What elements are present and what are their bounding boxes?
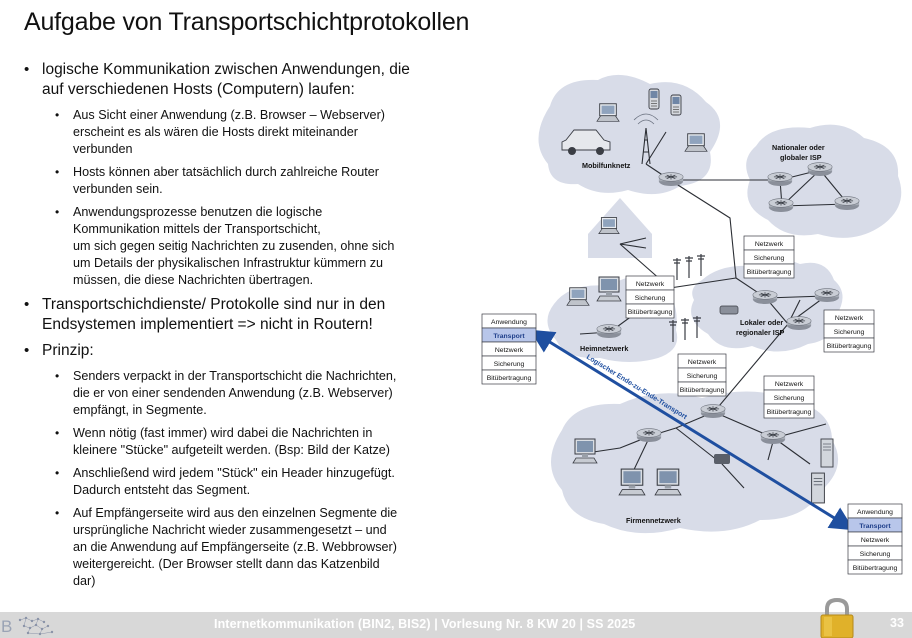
page-number: 33 — [890, 616, 904, 630]
footer-bar: B Internetkommunikation (BIN2, BIS2) | V… — [0, 612, 912, 638]
sub-bullet-text-line: kleinere "Stücke" aufgeteilt werden. (Bs… — [73, 443, 390, 457]
bullet-item: logische Kommunikation zwischen Anwendun… — [24, 60, 434, 100]
stack-layer-box — [677, 381, 727, 397]
stack-sender: Anwendung Transport Netzwerk Sicherung Bitüb… — [481, 313, 537, 385]
sub-bullet-text-line: Hosts können aber tatsächlich durch zahl… — [73, 165, 379, 179]
mobile-network-label: Mobilfunknetz — [582, 161, 631, 170]
stack-layer-box — [743, 263, 795, 279]
sub-bullet-text-line: Senders verpackt in der Transportschicht… — [73, 369, 397, 383]
stack-layer-box — [625, 303, 675, 319]
sub-bullet-text-line: verbunden sein. — [73, 182, 163, 196]
local-isp-label-2: regionaler ISP — [736, 328, 785, 337]
stack-layer-label: Sicherung — [860, 551, 891, 558]
stack-layer-label: Netzwerk — [688, 359, 717, 366]
sub-bullet-text-line: ursprüngliche Nachricht wieder zusammeng… — [73, 523, 387, 537]
stack-layer-label: Bitübertragung — [827, 343, 872, 350]
sub-bullet-text-line: die er von einer sendenden Anwendung (z.… — [73, 386, 393, 400]
sub-bullet-text-line: empfängt, in Segmente. — [73, 403, 207, 417]
stack-layer-label: Sicherung — [494, 361, 525, 368]
sub-bullet-text-line: Dadurch entsteht das Segment. — [73, 483, 251, 497]
sub-bullet-text-line: Auf Empfängerseite wird aus den einzelne… — [73, 506, 398, 520]
stack-enterprise-router-2: Netzwerk Sicherung Bitübertragung — [763, 375, 815, 419]
stack-enterprise-router-1: Netzwerk Sicherung Bitübertragung — [677, 353, 727, 397]
bullet-item: Prinzip: — [24, 341, 434, 361]
sub-bullet-text-line: müssen, die diese Nachrichten übertragen… — [73, 273, 314, 287]
stack-layer-label: Sicherung — [635, 295, 666, 302]
svg-text:B: B — [1, 617, 12, 636]
home-network-label: Heimnetzwerk — [580, 344, 628, 353]
sub-bullet-text-line: erscheint es als wären die Hosts direkt … — [73, 125, 358, 139]
stack-layer-label: Bitübertragung — [487, 375, 532, 382]
end-to-end-arrow — [529, 329, 855, 531]
stack-layer-label: Anwendung — [857, 509, 893, 516]
stack-layer-label: Netzwerk — [495, 347, 524, 354]
antenna-icon — [633, 113, 659, 165]
sub-bullet-text-line: um sich gegen seitig Nachrichten zu zuse… — [73, 239, 395, 253]
stack-local-router: Netzwerk Sicherung Bitübertragung — [823, 309, 875, 353]
local-isp-label-1: Lokaler oder — [740, 318, 783, 327]
sub-bullet-item: Hosts können aber tatsächlich durch zahl… — [24, 164, 434, 198]
sub-bullet-text-line: verbunden — [73, 142, 133, 156]
stack-layer-box — [763, 403, 815, 419]
sub-bullet-list: Senders verpackt in der Transportschicht… — [24, 368, 434, 590]
stack-layer-label: Sicherung — [774, 395, 805, 402]
sub-bullet-item: Anwendungsprozesse benutzen die logische… — [24, 204, 434, 289]
stack-layer-label: Sicherung — [687, 373, 718, 380]
stack-layer-box — [823, 337, 875, 353]
sub-bullet-text-line: Kommunikation mittels der Transportschic… — [73, 222, 321, 236]
stack-layer-label: Bitübertragung — [680, 387, 725, 394]
stack-layer-label: Bitübertragung — [628, 309, 673, 316]
logo-icon: B — [1, 616, 54, 636]
sub-bullet-text-line: dar) — [73, 574, 96, 588]
stack-layer-label: Netzwerk — [835, 315, 864, 322]
bullet-item: Transportschichdienste/ Protokolle sind … — [24, 295, 434, 335]
sub-bullet-item: Wenn nötig (fast immer) wird dabei die N… — [24, 425, 434, 459]
stack-national-router: Netzwerk Sicherung Bitübertragung — [743, 235, 795, 279]
bullet-text-line: Prinzip: — [42, 342, 94, 359]
sub-bullet-text-line: weitergereicht. (Der Browser stellt dann… — [73, 557, 380, 571]
sub-bullet-text-line: Anschließend wird jedem "Stück" ein Head… — [73, 466, 395, 480]
stack-layer-label: Netzwerk — [861, 537, 890, 544]
national-isp-label-2: globaler ISP — [780, 153, 822, 162]
stack-home-router: Netzwerk Sicherung Bitübertragung — [625, 275, 675, 319]
sub-bullet-text-line: an die Anwendung auf Empfängerseite (z.B… — [73, 540, 397, 554]
sub-bullet-text-line: Anwendungsprozesse benutzen die logische — [73, 205, 323, 219]
sub-bullet-text-line: um Details der physikalischen Infrastruk… — [73, 256, 384, 270]
enterprise-network-label: Firmennetzwerk — [626, 516, 681, 525]
national-isp-label-1: Nationaler oder — [772, 143, 825, 152]
sub-bullet-list: Aus Sicht einer Anwendung (z.B. Browser … — [24, 107, 434, 289]
sub-bullet-item: Anschließend wird jedem "Stück" ein Head… — [24, 465, 434, 499]
car-icon — [561, 129, 611, 155]
stack-layer-label: Sicherung — [754, 255, 785, 262]
padlock-icon — [820, 598, 854, 638]
sub-bullet-item: Senders verpackt in der Transportschicht… — [24, 368, 434, 419]
stack-layer-label: Transport — [493, 333, 525, 340]
sub-bullet-item: Aus Sicht einer Anwendung (z.B. Browser … — [24, 107, 434, 158]
stack-layer-label: Bitübertragung — [747, 269, 792, 276]
bullet-text-line: Transportschichdienste/ Protokolle sind … — [42, 296, 386, 313]
stack-layer-label: Anwendung — [491, 319, 527, 326]
bullet-list: logische Kommunikation zwischen Anwendun… — [24, 60, 434, 596]
stack-layer-box — [847, 559, 903, 575]
stack-layer-label: Transport — [859, 523, 891, 530]
stack-layer-box — [481, 369, 537, 385]
stack-receiver: Anwendung Transport Netzwerk Sicherung Bitüb… — [847, 503, 903, 575]
bullet-text-line: logische Kommunikation zwischen Anwendun… — [42, 61, 410, 78]
bullet-text-line: Endsystemen implementiert => nicht in Ro… — [42, 316, 373, 333]
stack-layer-label: Netzwerk — [755, 241, 784, 248]
footer-text: Internetkommunikation (BIN2, BIS2) | Vor… — [214, 617, 636, 631]
bullet-text-line: auf verschiedenen Hosts (Computern) lauf… — [42, 81, 355, 98]
stack-layer-label: Netzwerk — [636, 281, 665, 288]
network-diagram: Mobilfunknetz Nationaler oder globaler I… — [481, 74, 903, 575]
stack-layer-label: Bitübertragung — [767, 409, 812, 416]
stack-layer-label: Bitübertragung — [853, 565, 898, 572]
stack-layer-label: Netzwerk — [775, 381, 804, 388]
sub-bullet-text-line: Aus Sicht einer Anwendung (z.B. Browser … — [73, 108, 385, 122]
sub-bullet-item: Auf Empfängerseite wird aus den einzelne… — [24, 505, 434, 590]
stack-layer-label: Sicherung — [834, 329, 865, 336]
slide-title: Aufgabe von Transportschichtprotokollen — [24, 8, 470, 36]
sub-bullet-text-line: Wenn nötig (fast immer) wird dabei die N… — [73, 426, 373, 440]
